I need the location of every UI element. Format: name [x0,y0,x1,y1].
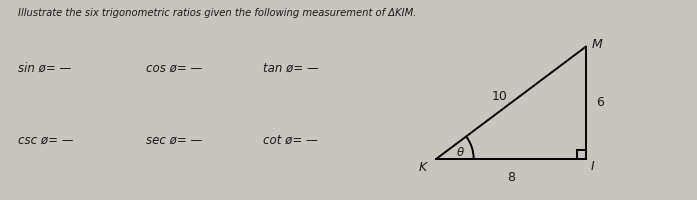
Text: csc ø= —: csc ø= — [18,134,74,146]
Text: K: K [419,161,427,174]
Text: θ: θ [457,146,464,159]
Text: tan ø= —: tan ø= — [263,62,319,74]
Text: sin ø= —: sin ø= — [18,62,72,74]
Text: 10: 10 [492,90,507,103]
Text: cos ø= —: cos ø= — [146,62,203,74]
Text: M: M [591,38,602,51]
Text: 6: 6 [596,96,604,109]
Text: Illustrate the six trigonometric ratios given the following measurement of ΔKIM.: Illustrate the six trigonometric ratios … [18,8,417,18]
Text: sec ø= —: sec ø= — [146,134,203,146]
Text: 8: 8 [507,171,515,184]
Text: I: I [590,160,595,173]
Text: cot ø= —: cot ø= — [263,134,318,146]
